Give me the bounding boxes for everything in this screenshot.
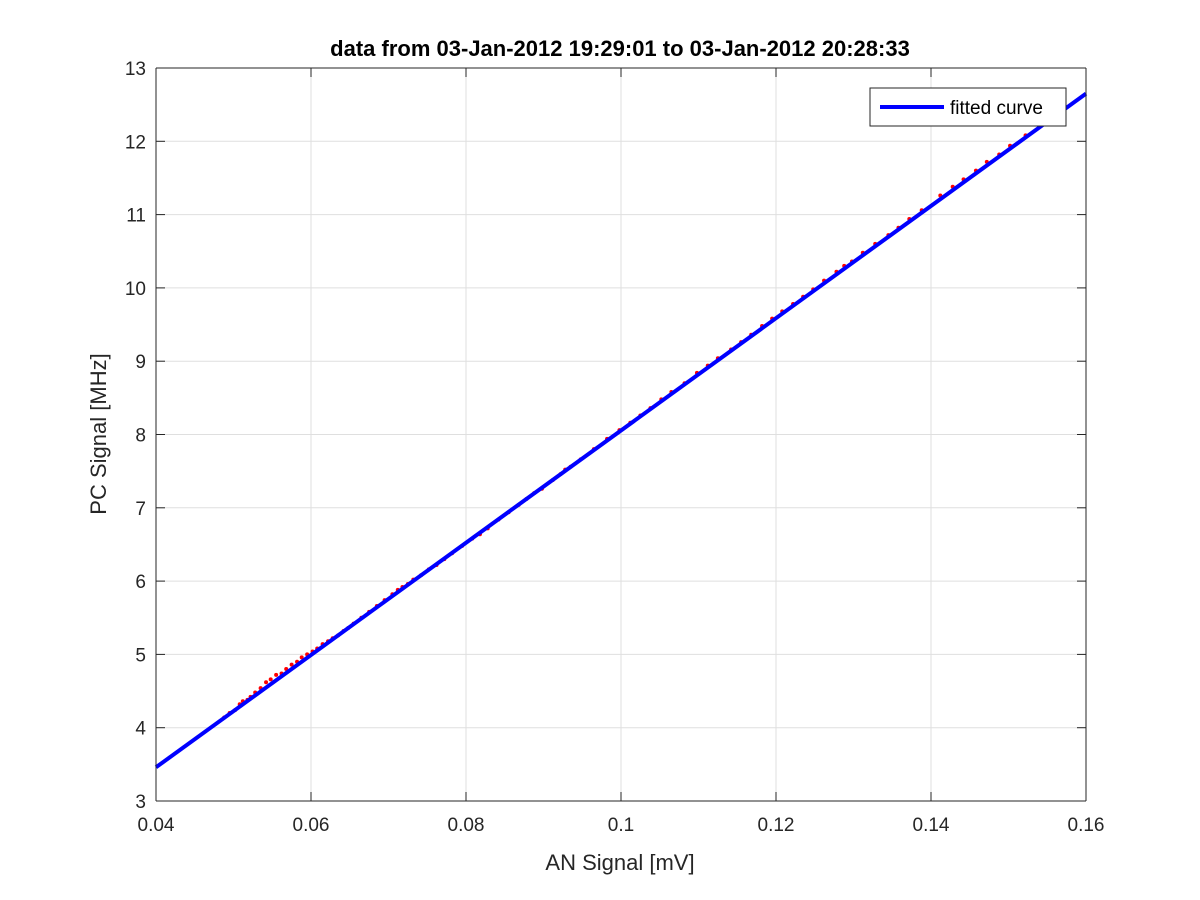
- x-tick-label-2: 0.08: [448, 815, 485, 836]
- x-tick-label-0: 0.04: [138, 815, 175, 836]
- scatter-point-9: [264, 680, 269, 685]
- legend-label-fitted-curve: fitted curve: [950, 98, 1043, 119]
- y-tick-label-1: 4: [135, 719, 146, 740]
- scatter-point-16: [299, 655, 304, 660]
- y-tick-label-7: 10: [125, 279, 146, 300]
- scatter-point-11: [274, 672, 279, 677]
- y-tick-label-4: 7: [135, 499, 146, 520]
- legend: fitted curve: [869, 87, 1067, 127]
- x-axis-label: AN Signal [mV]: [545, 850, 694, 875]
- x-tick-label-4: 0.12: [758, 815, 795, 836]
- y-tick-label-0: 3: [135, 792, 146, 813]
- scatter-point-10: [268, 677, 273, 682]
- chart-title: data from 03-Jan-2012 19:29:01 to 03-Jan…: [330, 36, 910, 61]
- fitted-curve-series: [154, 92, 1088, 769]
- y-tick-label-9: 12: [125, 132, 146, 153]
- y-tick-label-6: 9: [135, 352, 146, 373]
- y-axis-label: PC Signal [MHz]: [86, 353, 111, 514]
- x-tick-label-5: 0.14: [913, 815, 950, 836]
- y-tick-label-8: 11: [126, 206, 146, 227]
- y-tick-label-5: 8: [135, 426, 146, 447]
- y-tick-label-10: 13: [125, 59, 146, 80]
- scatter-point-14: [289, 662, 294, 667]
- x-ticks: 0.04 0.06 0.08 0.1 0.12 0.14 0.16: [138, 68, 1105, 836]
- y-tick-label-2: 5: [135, 645, 146, 666]
- y-tick-label-3: 6: [135, 572, 146, 593]
- x-tick-label-3: 0.1: [608, 815, 634, 836]
- x-tick-label-1: 0.06: [293, 815, 330, 836]
- x-tick-label-6: 0.16: [1068, 815, 1105, 836]
- fitted-curve-line: [154, 92, 1088, 769]
- y-ticks: 3 4 5 6 7 8 9 10 11 12 13: [125, 59, 1086, 813]
